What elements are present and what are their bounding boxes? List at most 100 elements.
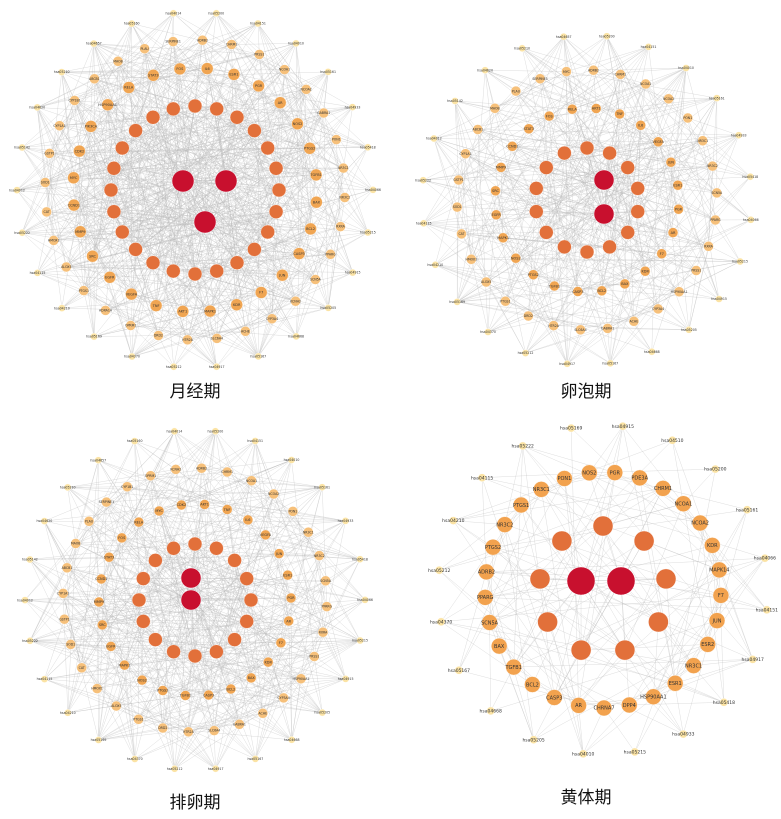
target-node-circle[interactable]	[153, 505, 165, 517]
target-node-circle[interactable]	[704, 537, 721, 554]
target-node[interactable]: PGR	[673, 203, 684, 215]
target-node-circle[interactable]	[303, 526, 314, 538]
pathway-node-circle[interactable]	[715, 295, 723, 303]
target-node[interactable]: MAOB	[112, 56, 124, 67]
target-node-circle[interactable]	[147, 69, 160, 82]
target-node[interactable]: VEGFA	[125, 287, 138, 301]
target-node[interactable]: IL6	[200, 62, 214, 75]
mid-node-circle[interactable]	[209, 101, 224, 117]
mid-node-circle[interactable]	[633, 530, 655, 552]
target-node[interactable]: JUN	[276, 269, 289, 282]
mid-node[interactable]	[106, 204, 122, 219]
target-node[interactable]: STAT3	[147, 69, 160, 82]
target-node[interactable]: PGR	[285, 592, 297, 604]
target-node-circle[interactable]	[122, 81, 136, 94]
pathway-node-circle[interactable]	[436, 617, 446, 627]
pathway-node-circle[interactable]	[685, 326, 693, 334]
pathway-node-circle[interactable]	[40, 675, 49, 683]
target-node-circle[interactable]	[640, 78, 651, 90]
pathway-node-circle[interactable]	[169, 9, 178, 18]
mid-node-circle[interactable]	[557, 145, 572, 161]
target-node[interactable]: NR3C1	[338, 162, 349, 174]
pathway-node-circle[interactable]	[742, 505, 752, 514]
target-node-circle[interactable]	[145, 470, 156, 481]
pathway-node-circle[interactable]	[292, 39, 300, 48]
pathway-node[interactable]: hsa05418	[352, 555, 368, 563]
pathway-node[interactable]: hsa05200	[704, 464, 727, 474]
mid-node[interactable]	[229, 110, 245, 125]
pathway-node-circle[interactable]	[711, 464, 720, 474]
pathway-node-circle[interactable]	[26, 555, 34, 564]
core-node-circle[interactable]	[214, 169, 238, 193]
target-node-circle[interactable]	[314, 550, 325, 561]
target-node-circle[interactable]	[70, 538, 81, 549]
target-node[interactable]: NR3C2	[339, 192, 350, 203]
mid-node-circle[interactable]	[557, 239, 572, 255]
mid-node[interactable]	[128, 123, 143, 138]
target-node-circle[interactable]	[635, 120, 646, 131]
target-node[interactable]: CASP3	[546, 689, 563, 706]
pathway-node[interactable]: hsa05212	[167, 765, 183, 773]
pathway-node-circle[interactable]	[618, 422, 628, 431]
pathway-node-circle[interactable]	[94, 456, 103, 464]
target-node-circle[interactable]	[182, 334, 193, 345]
pathway-node[interactable]: hsa04151	[756, 605, 778, 615]
mid-node[interactable]	[247, 123, 262, 138]
pathway-node-circle[interactable]	[566, 423, 576, 433]
pathway-node-circle[interactable]	[254, 352, 262, 361]
target-node-circle[interactable]	[466, 254, 477, 265]
target-node[interactable]: MYC	[67, 171, 80, 185]
target-node-circle[interactable]	[183, 726, 194, 737]
pathway-node-circle[interactable]	[211, 765, 220, 773]
target-node-circle[interactable]	[74, 225, 87, 238]
target-node-circle[interactable]	[167, 36, 179, 47]
target-node[interactable]: AR	[283, 615, 294, 627]
target-node[interactable]: KDR	[230, 298, 243, 311]
mid-node-circle[interactable]	[570, 639, 592, 661]
target-node[interactable]: AKT1	[176, 305, 190, 318]
target-node-circle[interactable]	[614, 108, 625, 120]
pathway-node-circle[interactable]	[668, 436, 677, 445]
target-node-circle[interactable]	[699, 636, 716, 653]
mid-node[interactable]	[260, 224, 275, 240]
mid-node[interactable]	[187, 266, 203, 282]
pathway-node[interactable]: hsa04917	[209, 363, 225, 371]
target-node-circle[interactable]	[211, 333, 223, 344]
target-node-circle[interactable]	[149, 299, 163, 312]
mid-node[interactable]	[537, 611, 558, 633]
target-node[interactable]: STAT3	[524, 123, 535, 135]
target-node-circle[interactable]	[575, 324, 586, 335]
mid-node-circle[interactable]	[529, 204, 544, 219]
pathway-node[interactable]: hsa04210	[60, 709, 76, 717]
target-node[interactable]: TNF	[221, 504, 233, 515]
target-node-circle[interactable]	[691, 265, 702, 276]
target-node[interactable]: FOS	[543, 110, 555, 122]
target-node-circle[interactable]	[490, 209, 502, 221]
target-node-circle[interactable]	[48, 235, 59, 246]
target-node[interactable]: PPARG	[477, 589, 494, 606]
target-node[interactable]: BAX	[490, 637, 508, 655]
target-node[interactable]: F7	[275, 637, 287, 649]
mid-node-circle[interactable]	[131, 592, 147, 608]
pathway-node-circle[interactable]	[324, 68, 332, 76]
target-node-circle[interactable]	[282, 569, 293, 581]
pathway-node-circle[interactable]	[254, 19, 262, 28]
target-node[interactable]: CASP3	[292, 247, 306, 260]
target-node[interactable]: NOS2	[291, 117, 304, 131]
mid-node-circle[interactable]	[148, 553, 163, 568]
mid-node[interactable]	[145, 255, 161, 270]
target-node-circle[interactable]	[100, 305, 111, 316]
pathway-node[interactable]: hsa04370	[430, 617, 452, 627]
mid-node-circle[interactable]	[106, 204, 122, 219]
pathway-node[interactable]: hsa05222	[512, 441, 534, 451]
pathway-node-circle[interactable]	[318, 708, 326, 717]
pathway-node[interactable]: hsa05142	[14, 143, 30, 152]
core-node[interactable]	[566, 566, 596, 596]
target-node[interactable]: KCNH2	[170, 464, 181, 475]
pathway-node-circle[interactable]	[212, 363, 221, 371]
target-node[interactable]: RELA	[133, 516, 145, 528]
mid-node[interactable]	[106, 161, 122, 176]
target-node[interactable]: MYC	[561, 66, 572, 77]
pathway-node[interactable]: hsa05200	[208, 9, 224, 18]
mid-node-circle[interactable]	[166, 541, 181, 556]
